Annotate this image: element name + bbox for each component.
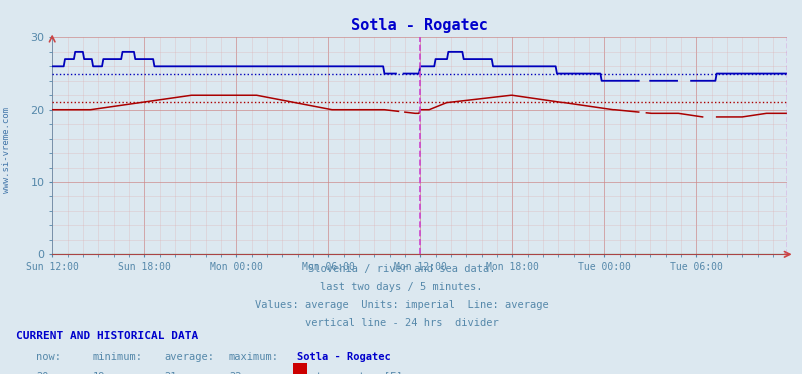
Text: average:: average: bbox=[164, 352, 214, 362]
Text: 19: 19 bbox=[92, 372, 105, 374]
Text: 22: 22 bbox=[229, 372, 241, 374]
Text: 20: 20 bbox=[36, 372, 49, 374]
Text: temperature[F]: temperature[F] bbox=[315, 372, 403, 374]
Text: vertical line - 24 hrs  divider: vertical line - 24 hrs divider bbox=[304, 318, 498, 328]
Text: 21: 21 bbox=[164, 372, 177, 374]
Text: Sotla - Rogatec: Sotla - Rogatec bbox=[297, 352, 391, 362]
Title: Sotla - Rogatec: Sotla - Rogatec bbox=[350, 18, 488, 33]
Text: www.si-vreme.com: www.si-vreme.com bbox=[2, 107, 11, 193]
Text: maximum:: maximum: bbox=[229, 352, 278, 362]
Text: Values: average  Units: imperial  Line: average: Values: average Units: imperial Line: av… bbox=[254, 300, 548, 310]
Text: last two days / 5 minutes.: last two days / 5 minutes. bbox=[320, 282, 482, 292]
Text: now:: now: bbox=[36, 352, 61, 362]
Text: CURRENT AND HISTORICAL DATA: CURRENT AND HISTORICAL DATA bbox=[16, 331, 198, 341]
Text: minimum:: minimum: bbox=[92, 352, 142, 362]
Text: Slovenia / river and sea data.: Slovenia / river and sea data. bbox=[307, 264, 495, 274]
